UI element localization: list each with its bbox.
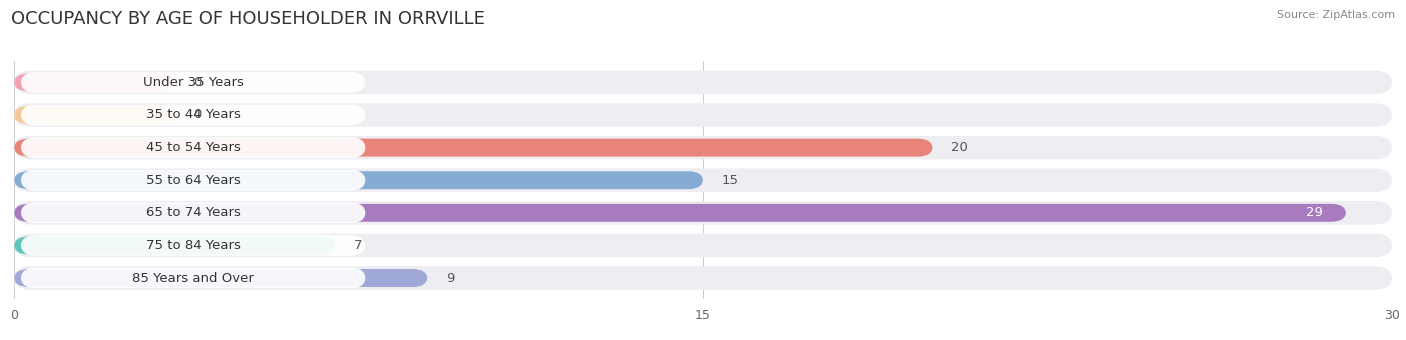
Text: 0: 0 bbox=[193, 76, 201, 89]
Text: OCCUPANCY BY AGE OF HOUSEHOLDER IN ORRVILLE: OCCUPANCY BY AGE OF HOUSEHOLDER IN ORRVI… bbox=[11, 10, 485, 28]
Text: 55 to 64 Years: 55 to 64 Years bbox=[146, 174, 240, 187]
FancyBboxPatch shape bbox=[14, 71, 1392, 94]
Text: 75 to 84 Years: 75 to 84 Years bbox=[146, 239, 240, 252]
Text: 9: 9 bbox=[446, 272, 454, 285]
FancyBboxPatch shape bbox=[21, 203, 366, 223]
Text: Source: ZipAtlas.com: Source: ZipAtlas.com bbox=[1277, 10, 1395, 20]
FancyBboxPatch shape bbox=[14, 204, 1346, 222]
FancyBboxPatch shape bbox=[21, 105, 366, 125]
FancyBboxPatch shape bbox=[14, 269, 427, 287]
FancyBboxPatch shape bbox=[14, 201, 1392, 224]
Text: 85 Years and Over: 85 Years and Over bbox=[132, 272, 254, 285]
FancyBboxPatch shape bbox=[21, 137, 366, 158]
FancyBboxPatch shape bbox=[21, 235, 366, 256]
Text: 35 to 44 Years: 35 to 44 Years bbox=[146, 108, 240, 121]
Text: 7: 7 bbox=[354, 239, 363, 252]
Text: 45 to 54 Years: 45 to 54 Years bbox=[146, 141, 240, 154]
FancyBboxPatch shape bbox=[21, 170, 366, 190]
FancyBboxPatch shape bbox=[14, 168, 1392, 192]
FancyBboxPatch shape bbox=[21, 268, 366, 288]
FancyBboxPatch shape bbox=[14, 73, 174, 91]
Text: 0: 0 bbox=[193, 108, 201, 121]
FancyBboxPatch shape bbox=[14, 106, 174, 124]
FancyBboxPatch shape bbox=[14, 266, 1392, 290]
FancyBboxPatch shape bbox=[14, 139, 932, 156]
Text: Under 35 Years: Under 35 Years bbox=[143, 76, 243, 89]
FancyBboxPatch shape bbox=[14, 171, 703, 189]
Text: 65 to 74 Years: 65 to 74 Years bbox=[146, 206, 240, 219]
FancyBboxPatch shape bbox=[21, 72, 366, 93]
FancyBboxPatch shape bbox=[14, 234, 1392, 257]
Text: 29: 29 bbox=[1306, 206, 1323, 219]
FancyBboxPatch shape bbox=[14, 236, 336, 254]
FancyBboxPatch shape bbox=[14, 103, 1392, 127]
Text: 20: 20 bbox=[950, 141, 967, 154]
FancyBboxPatch shape bbox=[14, 136, 1392, 159]
Text: 15: 15 bbox=[721, 174, 738, 187]
